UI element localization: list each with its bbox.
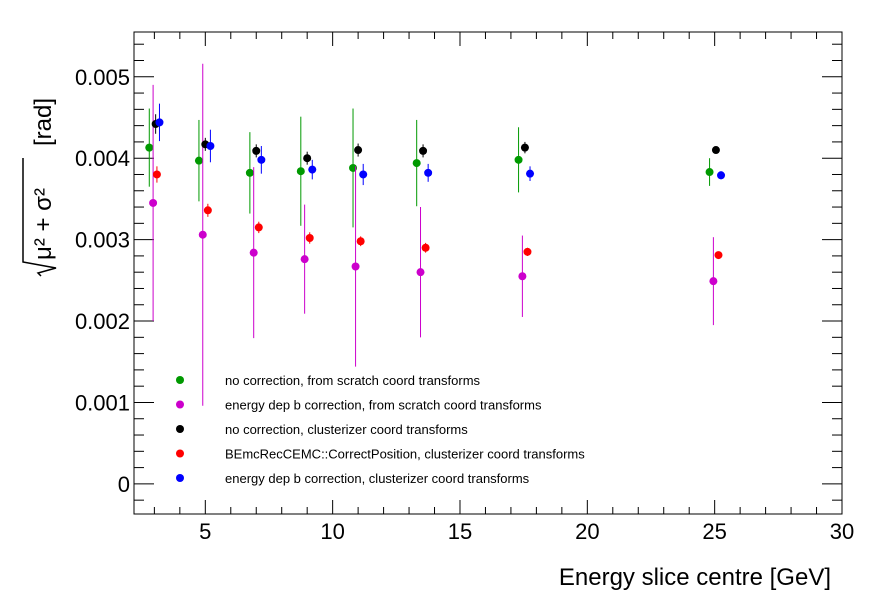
data-point bbox=[514, 155, 523, 164]
data-point bbox=[254, 223, 263, 232]
axis-ticks bbox=[134, 32, 843, 514]
data-point bbox=[198, 230, 207, 239]
x-tick-label: 5 bbox=[199, 519, 211, 544]
data-point bbox=[257, 155, 266, 164]
series-4 bbox=[152, 166, 723, 260]
y-tick-label: 0.001 bbox=[75, 390, 130, 415]
legend-marker bbox=[176, 474, 184, 482]
data-point bbox=[354, 146, 363, 155]
series-3 bbox=[151, 114, 720, 165]
data-point bbox=[252, 146, 261, 155]
data-point bbox=[518, 272, 527, 281]
x-tick-labels: 5 10 15 20 25 30 bbox=[199, 519, 854, 544]
legend-marker bbox=[176, 376, 184, 384]
data-point bbox=[416, 268, 425, 277]
data-point bbox=[711, 146, 720, 155]
data-point bbox=[359, 170, 368, 179]
sqrt-radical bbox=[22, 158, 57, 277]
data-point bbox=[194, 156, 203, 165]
legend-label: no correction, clusterizer coord transfo… bbox=[225, 422, 468, 437]
y-tick-label: 0.002 bbox=[75, 309, 130, 334]
data-point bbox=[203, 206, 212, 215]
y-tick-labels: 0 0.001 0.002 0.003 0.004 0.005 bbox=[75, 65, 130, 497]
y-tick-label: 0 bbox=[118, 472, 130, 497]
data-point bbox=[523, 247, 532, 256]
x-tick-label: 15 bbox=[448, 519, 472, 544]
data-point bbox=[300, 255, 309, 264]
data-point bbox=[206, 141, 215, 150]
legend-label: energy dep b correction, clusterizer coo… bbox=[225, 471, 530, 486]
data-point bbox=[520, 143, 529, 152]
data-point bbox=[349, 163, 358, 172]
x-tick-label: 30 bbox=[830, 519, 854, 544]
y-tick-label: 0.004 bbox=[75, 146, 130, 171]
legend-label: energy dep b correction, from scratch co… bbox=[225, 398, 542, 413]
series-2 bbox=[149, 63, 718, 406]
data-point bbox=[714, 251, 723, 260]
data-point bbox=[419, 146, 428, 155]
data-point bbox=[421, 243, 430, 252]
x-axis-title: Energy slice centre [GeV] bbox=[559, 564, 831, 591]
legend-marker bbox=[176, 425, 184, 433]
legend-label: no correction, from scratch coord transf… bbox=[225, 373, 481, 388]
plot-frame bbox=[133, 31, 843, 515]
data-point bbox=[351, 262, 360, 271]
y-axis-unit: [rad] bbox=[30, 98, 57, 146]
data-point bbox=[152, 170, 161, 179]
data-point bbox=[245, 168, 254, 177]
data-points bbox=[145, 63, 726, 406]
data-point bbox=[296, 167, 305, 176]
legend-marker bbox=[176, 449, 184, 458]
y-tick-label: 0.003 bbox=[75, 228, 130, 253]
x-tick-label: 25 bbox=[702, 519, 726, 544]
data-point bbox=[308, 165, 317, 174]
data-point bbox=[424, 168, 433, 177]
series-1 bbox=[145, 108, 714, 228]
data-point bbox=[709, 277, 718, 286]
data-point bbox=[249, 248, 258, 257]
x-tick-label: 10 bbox=[320, 519, 344, 544]
data-point bbox=[149, 198, 158, 207]
y-tick-label: 0.005 bbox=[75, 65, 130, 90]
data-point bbox=[145, 143, 154, 152]
y-axis-title: μ² + σ² [rad] bbox=[22, 98, 57, 277]
series-5 bbox=[155, 103, 726, 186]
data-point bbox=[155, 118, 164, 127]
data-point bbox=[356, 237, 365, 246]
data-point bbox=[717, 171, 726, 180]
data-point bbox=[412, 159, 421, 168]
y-axis-root-expr: μ² + σ² bbox=[30, 188, 57, 260]
data-point bbox=[303, 154, 312, 163]
x-tick-label: 20 bbox=[575, 519, 599, 544]
data-point bbox=[705, 168, 714, 177]
data-point bbox=[305, 233, 314, 242]
legend-marker bbox=[176, 400, 184, 409]
legend: no correction, from scratch coord transf… bbox=[176, 373, 585, 486]
legend-label: BEmcRecCEMC::CorrectPosition, clusterize… bbox=[225, 447, 585, 462]
data-point bbox=[526, 169, 535, 178]
